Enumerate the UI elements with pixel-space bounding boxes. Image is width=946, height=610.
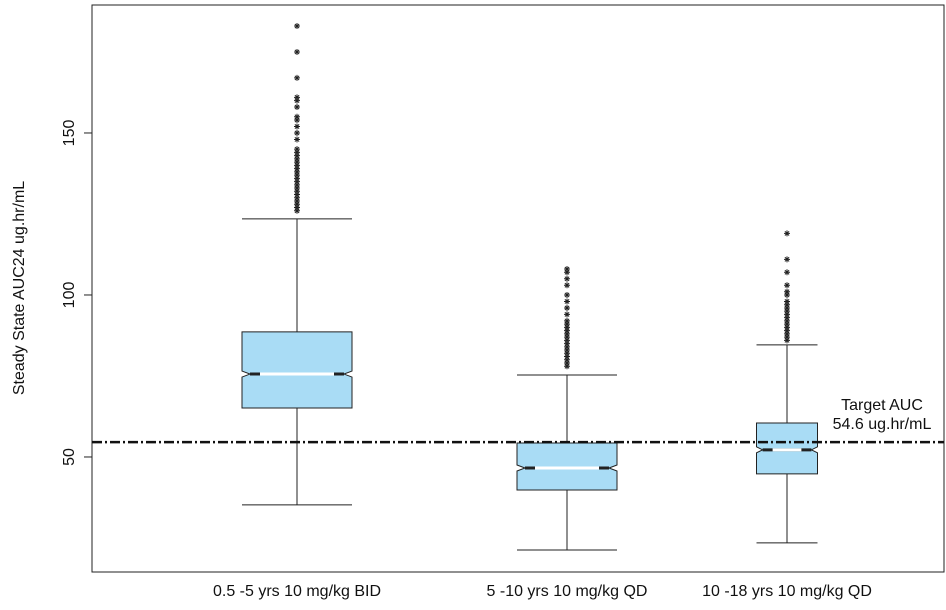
- outlier: [784, 314, 790, 321]
- outlier: [294, 188, 300, 195]
- outlier: [564, 340, 570, 347]
- outlier: [294, 74, 300, 81]
- outlier: [784, 324, 790, 331]
- outlier: [294, 165, 300, 172]
- reference-sublabel: 54.6 ug.hr/mL: [833, 416, 932, 433]
- outlier: [784, 298, 790, 305]
- outlier: [784, 269, 790, 276]
- x-tick-label: 10 -18 yrs 10 mg/kg QD: [702, 583, 872, 600]
- outlier: [784, 288, 790, 295]
- outlier: [294, 159, 300, 166]
- y-axis-label: Steady State AUC24 ug.hr/mL: [11, 181, 28, 395]
- outlier: [784, 304, 790, 311]
- outlier: [564, 321, 570, 328]
- outlier: [294, 48, 300, 55]
- outlier: [564, 317, 570, 324]
- outlier: [564, 347, 570, 354]
- outlier: [294, 146, 300, 153]
- outlier: [564, 324, 570, 331]
- outlier: [294, 113, 300, 120]
- outlier: [564, 275, 570, 282]
- outlier: [294, 178, 300, 185]
- y-tick-label: 50: [61, 448, 78, 466]
- outlier: [564, 327, 570, 334]
- outlier: [294, 198, 300, 205]
- outlier: [564, 360, 570, 367]
- outlier: [564, 282, 570, 289]
- outlier: [784, 256, 790, 263]
- outlier: [294, 168, 300, 175]
- outlier: [564, 356, 570, 363]
- outlier: [294, 123, 300, 130]
- outlier: [564, 266, 570, 273]
- outlier: [564, 298, 570, 305]
- x-tick-label: 0.5 -5 yrs 10 mg/kg BID: [213, 583, 381, 600]
- outlier: [294, 204, 300, 211]
- outlier: [564, 291, 570, 298]
- outlier: [564, 311, 570, 318]
- outlier: [294, 191, 300, 198]
- outlier: [784, 308, 790, 315]
- outlier: [784, 334, 790, 341]
- outlier: [784, 311, 790, 318]
- x-tick-label: 5 -10 yrs 10 mg/kg QD: [487, 583, 648, 600]
- outlier: [294, 155, 300, 162]
- outlier: [294, 162, 300, 169]
- y-tick-label: 150: [61, 120, 78, 147]
- outlier: [784, 230, 790, 237]
- outlier: [294, 23, 300, 30]
- outlier: [294, 152, 300, 159]
- outlier: [294, 104, 300, 111]
- outlier: [294, 172, 300, 179]
- outlier: [564, 337, 570, 344]
- outlier: [564, 363, 570, 370]
- y-tick-label: 100: [61, 282, 78, 309]
- outlier: [784, 321, 790, 328]
- outlier: [294, 136, 300, 143]
- outlier: [784, 317, 790, 324]
- outlier: [294, 194, 300, 201]
- outlier: [784, 291, 790, 298]
- outlier: [294, 181, 300, 188]
- outlier: [294, 207, 300, 214]
- outlier: [564, 353, 570, 360]
- outlier: [564, 304, 570, 311]
- outlier: [784, 337, 790, 344]
- outlier: [294, 117, 300, 124]
- outlier: [564, 334, 570, 341]
- outlier: [294, 185, 300, 192]
- outlier: [564, 269, 570, 276]
- outlier: [294, 175, 300, 182]
- outlier: [784, 282, 790, 289]
- outlier: [294, 97, 300, 104]
- outlier: [294, 94, 300, 101]
- outlier: [294, 149, 300, 156]
- outlier: [784, 330, 790, 337]
- outlier: [784, 327, 790, 334]
- box: [241, 331, 353, 409]
- outlier: [564, 343, 570, 350]
- outlier: [294, 129, 300, 136]
- outlier: [294, 201, 300, 208]
- outlier: [784, 301, 790, 308]
- outlier: [564, 350, 570, 357]
- outlier: [564, 330, 570, 337]
- reference-label: Target AUC: [841, 397, 923, 414]
- plot-frame: [91, 4, 945, 573]
